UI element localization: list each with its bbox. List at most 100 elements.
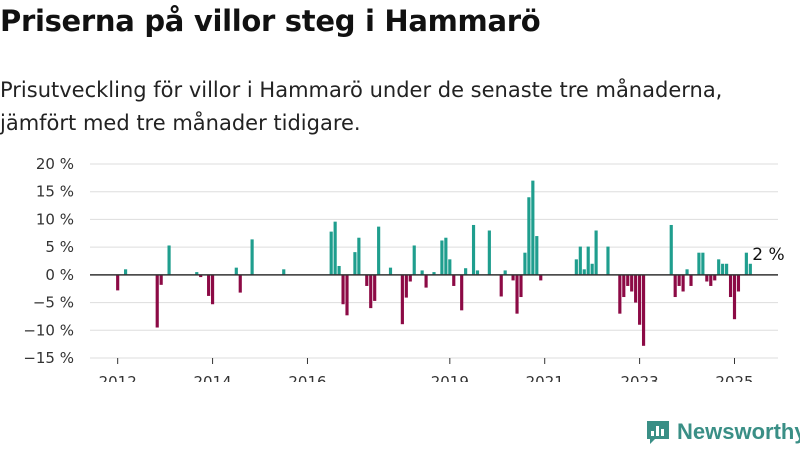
bar bbox=[709, 274, 713, 286]
bar bbox=[210, 274, 215, 305]
bar bbox=[539, 274, 543, 281]
y-tick-label: −10 % bbox=[23, 321, 74, 339]
bar bbox=[728, 274, 733, 298]
bar bbox=[590, 263, 594, 275]
bar bbox=[250, 239, 254, 275]
bar bbox=[677, 274, 681, 286]
bar bbox=[606, 246, 610, 275]
x-tick-label: 2019 bbox=[431, 373, 469, 382]
bar bbox=[159, 274, 163, 285]
bar bbox=[638, 274, 642, 325]
bar bbox=[535, 236, 539, 275]
bar bbox=[732, 274, 737, 320]
bar bbox=[408, 274, 412, 282]
bar bbox=[503, 270, 507, 275]
bar bbox=[124, 269, 128, 275]
x-tick-label: 2023 bbox=[621, 373, 659, 382]
bar bbox=[234, 267, 238, 275]
value-annotation: 2 % bbox=[752, 245, 784, 265]
bar bbox=[448, 259, 452, 275]
annotations: 2 % bbox=[752, 245, 784, 265]
bar bbox=[167, 245, 171, 275]
bar bbox=[373, 274, 377, 301]
bar bbox=[725, 263, 729, 275]
newsworthy-icon bbox=[647, 421, 669, 444]
bars bbox=[116, 180, 752, 346]
bar bbox=[669, 224, 673, 275]
bar bbox=[626, 274, 630, 286]
bar bbox=[475, 270, 480, 275]
bar bbox=[432, 272, 436, 275]
bar bbox=[155, 274, 159, 328]
bar bbox=[207, 274, 211, 296]
y-tick-label: 15 % bbox=[36, 183, 74, 201]
chart-title: Priserna på villor steg i Hammarö bbox=[0, 4, 541, 38]
bar bbox=[388, 267, 393, 275]
x-tick-label: 2012 bbox=[99, 373, 137, 382]
bar bbox=[440, 240, 444, 275]
bar bbox=[578, 246, 582, 275]
bar bbox=[460, 274, 464, 311]
x-tick-label: 2025 bbox=[715, 373, 753, 382]
bar bbox=[582, 269, 586, 275]
bar bbox=[499, 274, 503, 297]
brand-logo: Newsworthy bbox=[645, 419, 800, 445]
bar bbox=[365, 274, 369, 286]
bar bbox=[717, 259, 721, 275]
bar bbox=[377, 226, 381, 275]
bar bbox=[444, 237, 448, 275]
bar bbox=[353, 252, 357, 275]
bar bbox=[511, 274, 515, 281]
bar bbox=[641, 274, 646, 346]
x-tick-label: 2014 bbox=[193, 373, 231, 382]
bar bbox=[400, 274, 404, 325]
bar bbox=[515, 274, 519, 314]
x-tick-label: 2016 bbox=[288, 373, 326, 382]
brand-name: Newsworthy bbox=[677, 419, 800, 444]
bar bbox=[420, 270, 424, 275]
bar bbox=[487, 230, 491, 275]
bar bbox=[689, 274, 693, 286]
bar bbox=[673, 274, 677, 298]
x-tick-label: 2021 bbox=[526, 373, 564, 382]
bar bbox=[519, 274, 523, 298]
bar bbox=[701, 252, 705, 275]
bar bbox=[574, 259, 578, 275]
bar bbox=[630, 274, 634, 292]
bar bbox=[527, 197, 531, 275]
bar bbox=[369, 274, 373, 309]
bar bbox=[199, 274, 203, 278]
bar bbox=[337, 265, 341, 275]
y-tick-label: 10 % bbox=[36, 210, 74, 228]
bar bbox=[705, 274, 709, 282]
bar bbox=[471, 224, 476, 275]
bar bbox=[681, 274, 685, 292]
bar bbox=[618, 274, 622, 314]
chart-subtitle: Prisutveckling för villor i Hammarö unde… bbox=[0, 78, 723, 135]
bar bbox=[622, 274, 626, 298]
bar bbox=[195, 272, 199, 275]
bar bbox=[357, 237, 361, 275]
x-axis-ticks: 2012 2014 2016 2019 2021 2023 2025 bbox=[99, 358, 754, 382]
bar bbox=[452, 274, 456, 286]
bar bbox=[238, 274, 242, 293]
y-axis-ticks: 20 % 15 % 10 % 5 % 0 % −5 % −10 % −15 % bbox=[23, 155, 74, 367]
bar bbox=[424, 274, 428, 288]
y-tick-label: 0 % bbox=[45, 266, 74, 284]
grid-lines bbox=[90, 163, 778, 359]
bar bbox=[586, 246, 590, 275]
y-tick-label: 5 % bbox=[45, 238, 74, 256]
bar-chart: 20 %15 %10 %5 %0 %−5 %−10 %−15 % 2012 201… bbox=[23, 155, 784, 382]
bar bbox=[412, 245, 416, 275]
bar bbox=[713, 274, 717, 281]
bar bbox=[634, 274, 638, 303]
bar bbox=[736, 274, 741, 292]
bar bbox=[721, 263, 725, 275]
bar bbox=[685, 269, 689, 275]
y-tick-label: −15 % bbox=[23, 349, 74, 367]
bar bbox=[594, 230, 598, 275]
bar bbox=[404, 274, 408, 298]
y-tick-label: 20 % bbox=[36, 155, 74, 173]
bar bbox=[282, 269, 286, 275]
bar bbox=[333, 221, 337, 275]
